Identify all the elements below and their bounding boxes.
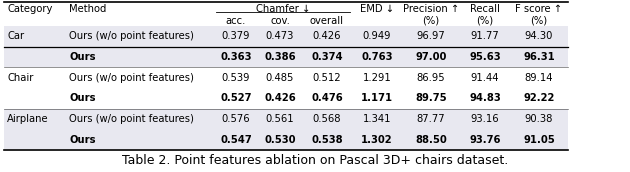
Text: 0.538: 0.538 [311, 135, 343, 145]
Text: 1.171: 1.171 [361, 93, 393, 103]
Text: (%): (%) [423, 15, 440, 25]
Text: Airplane: Airplane [7, 114, 49, 124]
Text: Table 2. Point features ablation on Pascal 3D+ chairs dataset.: Table 2. Point features ablation on Pasc… [122, 154, 508, 168]
Text: (%): (%) [530, 15, 547, 25]
Text: Method: Method [69, 3, 106, 13]
Text: 0.476: 0.476 [311, 93, 343, 103]
Text: 89.14: 89.14 [525, 73, 553, 83]
Text: 91.77: 91.77 [471, 31, 500, 41]
Text: 0.374: 0.374 [311, 52, 343, 62]
Text: 93.16: 93.16 [471, 114, 500, 124]
Text: 93.76: 93.76 [469, 135, 501, 145]
Text: 0.949: 0.949 [363, 31, 391, 41]
Text: 0.363: 0.363 [220, 52, 252, 62]
Text: 94.83: 94.83 [469, 93, 501, 103]
Text: 89.75: 89.75 [415, 93, 447, 103]
Text: 96.97: 96.97 [416, 31, 445, 41]
Text: 91.44: 91.44 [471, 73, 499, 83]
Text: Ours: Ours [69, 93, 96, 103]
Text: 0.568: 0.568 [312, 114, 341, 124]
Bar [4, 88, 568, 109]
Text: 0.386: 0.386 [264, 52, 296, 62]
Text: 95.63: 95.63 [469, 52, 501, 62]
Text: 90.38: 90.38 [525, 114, 553, 124]
Text: 91.05: 91.05 [523, 135, 555, 145]
Text: Ours (w/o point features): Ours (w/o point features) [69, 114, 194, 124]
Text: (%): (%) [476, 15, 493, 25]
Text: 0.527: 0.527 [220, 93, 252, 103]
Bar [4, 67, 568, 88]
Text: Recall: Recall [470, 3, 500, 13]
Text: Chair: Chair [7, 73, 33, 83]
Bar [4, 129, 568, 150]
Text: Precision ↑: Precision ↑ [403, 3, 459, 13]
Text: 87.77: 87.77 [416, 114, 445, 124]
Text: Ours: Ours [69, 52, 96, 62]
Text: 0.473: 0.473 [266, 31, 294, 41]
Text: 0.576: 0.576 [222, 114, 250, 124]
Bar [4, 47, 568, 67]
Text: 86.95: 86.95 [416, 73, 445, 83]
Text: Ours (w/o point features): Ours (w/o point features) [69, 31, 194, 41]
Text: acc.: acc. [226, 15, 246, 25]
Text: EMD ↓: EMD ↓ [360, 3, 394, 13]
Text: 96.31: 96.31 [523, 52, 555, 62]
Text: Category: Category [7, 3, 52, 13]
Text: Chamfer ↓: Chamfer ↓ [256, 3, 310, 13]
Text: 0.763: 0.763 [361, 52, 392, 62]
Text: 0.539: 0.539 [222, 73, 250, 83]
Text: 0.426: 0.426 [312, 31, 341, 41]
Text: 88.50: 88.50 [415, 135, 447, 145]
Bar [4, 109, 568, 129]
Text: 1.341: 1.341 [363, 114, 391, 124]
Bar [4, 2, 568, 15]
Text: 0.379: 0.379 [222, 31, 250, 41]
Text: 1.302: 1.302 [361, 135, 393, 145]
Text: cov.: cov. [270, 15, 290, 25]
Text: 0.547: 0.547 [220, 135, 252, 145]
Text: 92.22: 92.22 [524, 93, 554, 103]
Text: 0.426: 0.426 [264, 93, 296, 103]
Text: Ours: Ours [69, 135, 96, 145]
Text: 0.561: 0.561 [266, 114, 294, 124]
Bar [4, 15, 568, 26]
Text: 94.30: 94.30 [525, 31, 553, 41]
Text: Ours (w/o point features): Ours (w/o point features) [69, 73, 194, 83]
Text: 0.530: 0.530 [264, 135, 295, 145]
Text: F score ↑: F score ↑ [515, 3, 563, 13]
Text: overall: overall [310, 15, 344, 25]
Bar [0, 149, 630, 172]
Text: 0.485: 0.485 [266, 73, 294, 83]
Text: 1.291: 1.291 [363, 73, 391, 83]
Text: Car: Car [7, 31, 24, 41]
Bar [4, 26, 568, 47]
Text: 97.00: 97.00 [415, 52, 447, 62]
Text: 0.512: 0.512 [312, 73, 341, 83]
